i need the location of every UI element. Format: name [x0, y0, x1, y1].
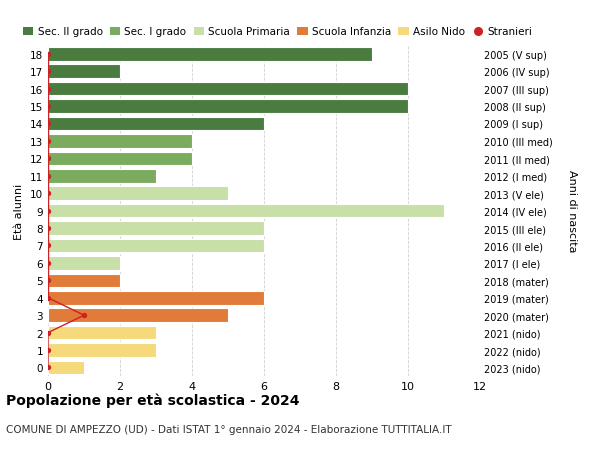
- Bar: [48, 309, 228, 322]
- Point: [43, 51, 53, 58]
- Bar: [48, 48, 372, 62]
- Bar: [48, 257, 120, 270]
- Bar: [48, 135, 192, 148]
- Point: [43, 294, 53, 302]
- Text: COMUNE DI AMPEZZO (UD) - Dati ISTAT 1° gennaio 2024 - Elaborazione TUTTITALIA.IT: COMUNE DI AMPEZZO (UD) - Dati ISTAT 1° g…: [6, 425, 452, 435]
- Bar: [48, 361, 84, 375]
- Bar: [48, 343, 156, 357]
- Text: Popolazione per età scolastica - 2024: Popolazione per età scolastica - 2024: [6, 392, 299, 407]
- Point: [43, 260, 53, 267]
- Y-axis label: Anni di nascita: Anni di nascita: [567, 170, 577, 252]
- Point: [43, 173, 53, 180]
- Bar: [48, 83, 408, 96]
- Point: [43, 86, 53, 93]
- Point: [43, 242, 53, 250]
- Bar: [48, 274, 120, 287]
- Point: [43, 347, 53, 354]
- Bar: [48, 222, 264, 235]
- Legend: Sec. II grado, Sec. I grado, Scuola Primaria, Scuola Infanzia, Asilo Nido, Stran: Sec. II grado, Sec. I grado, Scuola Prim…: [23, 28, 532, 37]
- Point: [43, 225, 53, 232]
- Bar: [48, 326, 156, 340]
- Bar: [48, 152, 192, 166]
- Bar: [48, 100, 408, 113]
- Point: [43, 277, 53, 285]
- Bar: [48, 204, 444, 218]
- Bar: [48, 65, 120, 79]
- Point: [43, 207, 53, 215]
- Bar: [48, 239, 264, 253]
- Point: [43, 364, 53, 371]
- Point: [43, 68, 53, 76]
- Y-axis label: Età alunni: Età alunni: [14, 183, 25, 239]
- Point: [43, 103, 53, 111]
- Bar: [48, 291, 264, 305]
- Point: [43, 121, 53, 128]
- Point: [43, 138, 53, 145]
- Bar: [48, 118, 264, 131]
- Point: [79, 312, 89, 319]
- Bar: [48, 187, 228, 201]
- Point: [43, 155, 53, 162]
- Point: [43, 190, 53, 197]
- Bar: [48, 169, 156, 183]
- Point: [43, 329, 53, 336]
